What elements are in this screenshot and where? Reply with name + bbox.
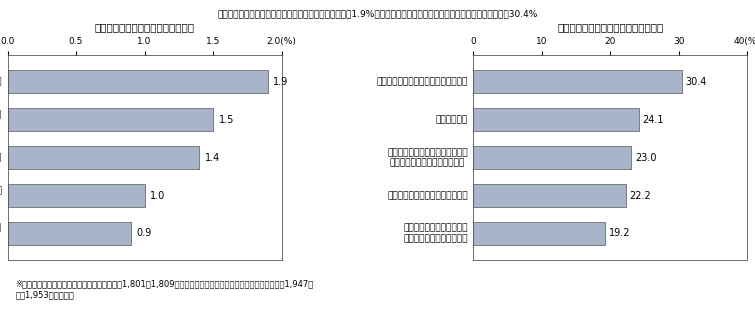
Bar: [8, 184, 144, 207]
Bar: [8, 108, 213, 131]
Bar: [473, 184, 625, 207]
Text: 1.0: 1.0: [150, 190, 165, 201]
Bar: [8, 146, 199, 169]
Text: 1.4: 1.4: [205, 153, 220, 162]
Title: 学校でのいじめの被害経験（中学生）: 学校でのいじめの被害経験（中学生）: [557, 22, 664, 32]
Bar: [8, 71, 268, 93]
Bar: [473, 71, 682, 93]
Text: 24.1: 24.1: [643, 115, 664, 125]
Text: 1.5: 1.5: [218, 115, 234, 125]
Text: 30.4: 30.4: [686, 77, 707, 87]
Text: 最も多いのはネットでは「ネット上でからかわれた」の1.9%、学校では「知っている人たちから悪口を言われた」の30.4%: 最も多いのはネットでは「ネット上でからかわれた」の1.9%、学校では「知っている…: [217, 10, 538, 19]
Bar: [473, 146, 631, 169]
Text: 22.2: 22.2: [630, 190, 652, 201]
Text: 1.9: 1.9: [273, 77, 288, 87]
Title: ネットいじめの被害経験（中学生）: ネットいじめの被害経験（中学生）: [94, 22, 195, 32]
Text: ※　ネットいじめの被害経験の有効回答者数は1,801〜1,809名、学校でのいじめの被害経験の有効回答者数は1,947〜
　　1,953名であった: ※ ネットいじめの被害経験の有効回答者数は1,801〜1,809名、学校でのいじ…: [15, 280, 313, 299]
Bar: [8, 222, 131, 245]
Text: 0.9: 0.9: [137, 228, 152, 239]
Text: 23.0: 23.0: [635, 153, 657, 162]
Bar: [473, 222, 605, 245]
Bar: [473, 108, 639, 131]
Text: 19.2: 19.2: [609, 228, 630, 239]
